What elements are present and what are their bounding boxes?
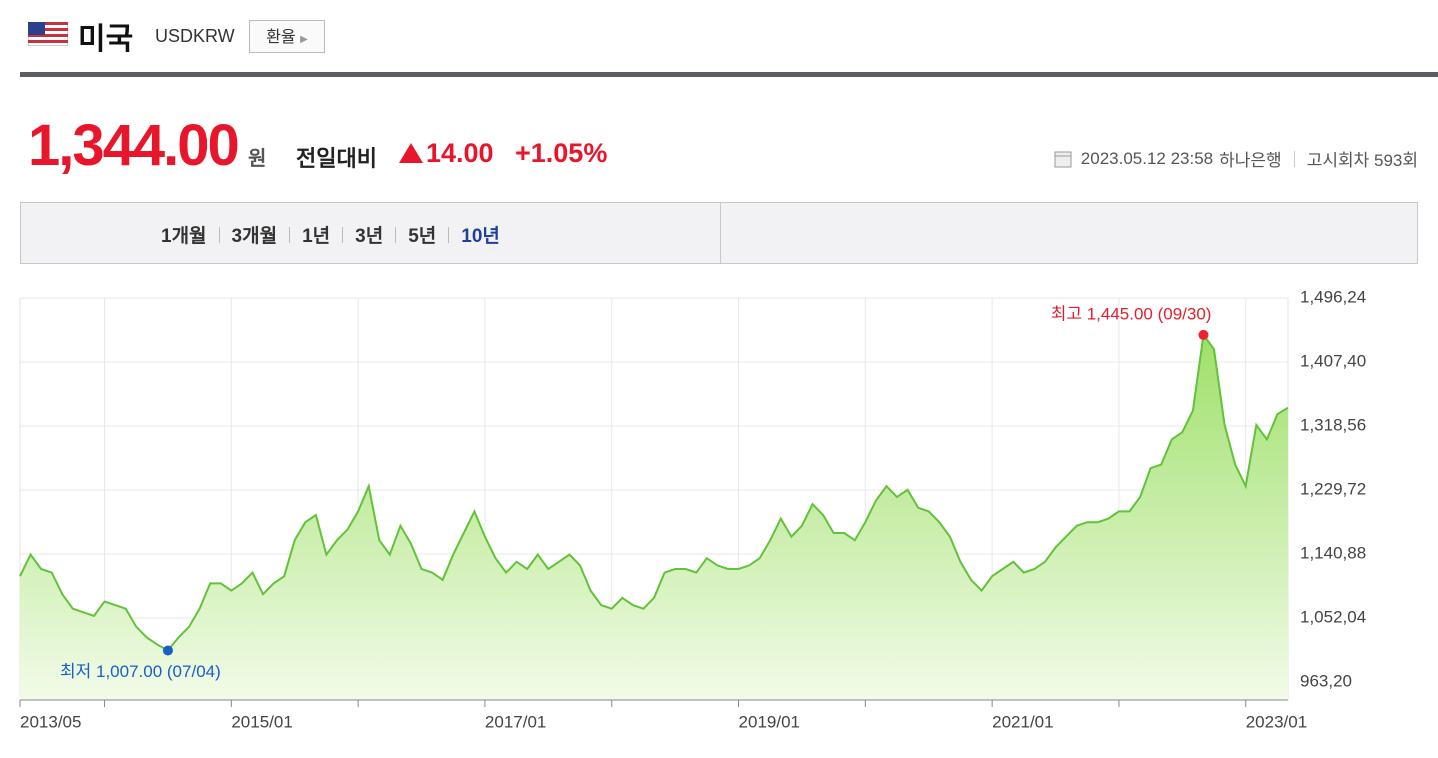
- notice: 고시회차 593회: [1306, 151, 1418, 170]
- tab-list: 1개월 3개월 1년 3년 5년 10년: [161, 221, 500, 248]
- unit: 원: [248, 148, 267, 170]
- tab-separator: [342, 226, 344, 243]
- quote-info: 2023.05.12 23:58 하나은행 고시회차 593회: [1053, 146, 1418, 171]
- y-tick-label: 1,496,24: [1300, 287, 1366, 306]
- button-label[interactable]: 환율: [266, 29, 296, 46]
- change-pct: +1.05%: [515, 138, 608, 168]
- y-tick-label: 1,318,56: [1300, 415, 1366, 434]
- period-tab[interactable]: 3개월: [231, 226, 278, 247]
- x-tick-label: 2023/01: [1246, 712, 1307, 731]
- flag: [28, 22, 68, 46]
- y-tick-label: 1,229,72: [1300, 479, 1366, 498]
- up-arrow: [399, 143, 423, 163]
- x-tick-label: 2015/01: [231, 712, 292, 731]
- low-annotation: 최저 1,007.00 (07/04): [60, 662, 221, 681]
- high-marker: [1198, 329, 1209, 340]
- price: 1,344.00: [28, 113, 240, 178]
- bank: 하나은행: [1219, 151, 1282, 170]
- period-tab[interactable]: 1개월: [161, 226, 207, 247]
- period-tab[interactable]: 10년: [461, 226, 500, 247]
- y-tick-label: 1,140,88: [1300, 543, 1366, 562]
- datetime: 2023.05.12 23:58: [1080, 148, 1214, 168]
- period-tabs: 1개월 3개월 1년 3년 5년 10년: [20, 202, 1418, 264]
- change-label: 전일대비: [296, 146, 377, 171]
- period-tab[interactable]: 5년: [408, 226, 437, 247]
- tab-separator: [218, 226, 220, 243]
- high-annotation: 최고 1,445.00 (09/30): [1051, 304, 1212, 323]
- x-tick-label: 2019/01: [739, 712, 800, 731]
- line: [19, 332, 1289, 652]
- low-marker: [162, 645, 173, 656]
- period-tab[interactable]: 3년: [355, 226, 384, 247]
- currency-code: USDKRW: [155, 26, 235, 46]
- y-tick-label: 1,407,40: [1300, 351, 1366, 370]
- x-tick-label: 2021/01: [992, 712, 1053, 731]
- tab-separator: [448, 226, 450, 243]
- area-fill: [20, 334, 1288, 700]
- y-tick-label: 963,20: [1300, 671, 1352, 690]
- calendar-icon: [1054, 151, 1072, 167]
- y-tick-label: 1,052,04: [1300, 607, 1366, 626]
- x-tick-label: 2013/05: [20, 712, 81, 731]
- x-tick-label: 2017/01: [485, 712, 546, 731]
- separator: [20, 72, 1438, 77]
- chart: 1,496,24 1,407,40 1,318,56 1,229,72 1,140,88…: [19, 287, 1366, 731]
- country: 미국: [78, 23, 134, 56]
- rate-button[interactable]: 환율 ▶: [249, 20, 325, 53]
- tab-separator: [289, 226, 291, 243]
- tab-separator: [395, 226, 397, 243]
- period-tab[interactable]: 1년: [302, 226, 331, 247]
- change: 14.00: [426, 138, 494, 168]
